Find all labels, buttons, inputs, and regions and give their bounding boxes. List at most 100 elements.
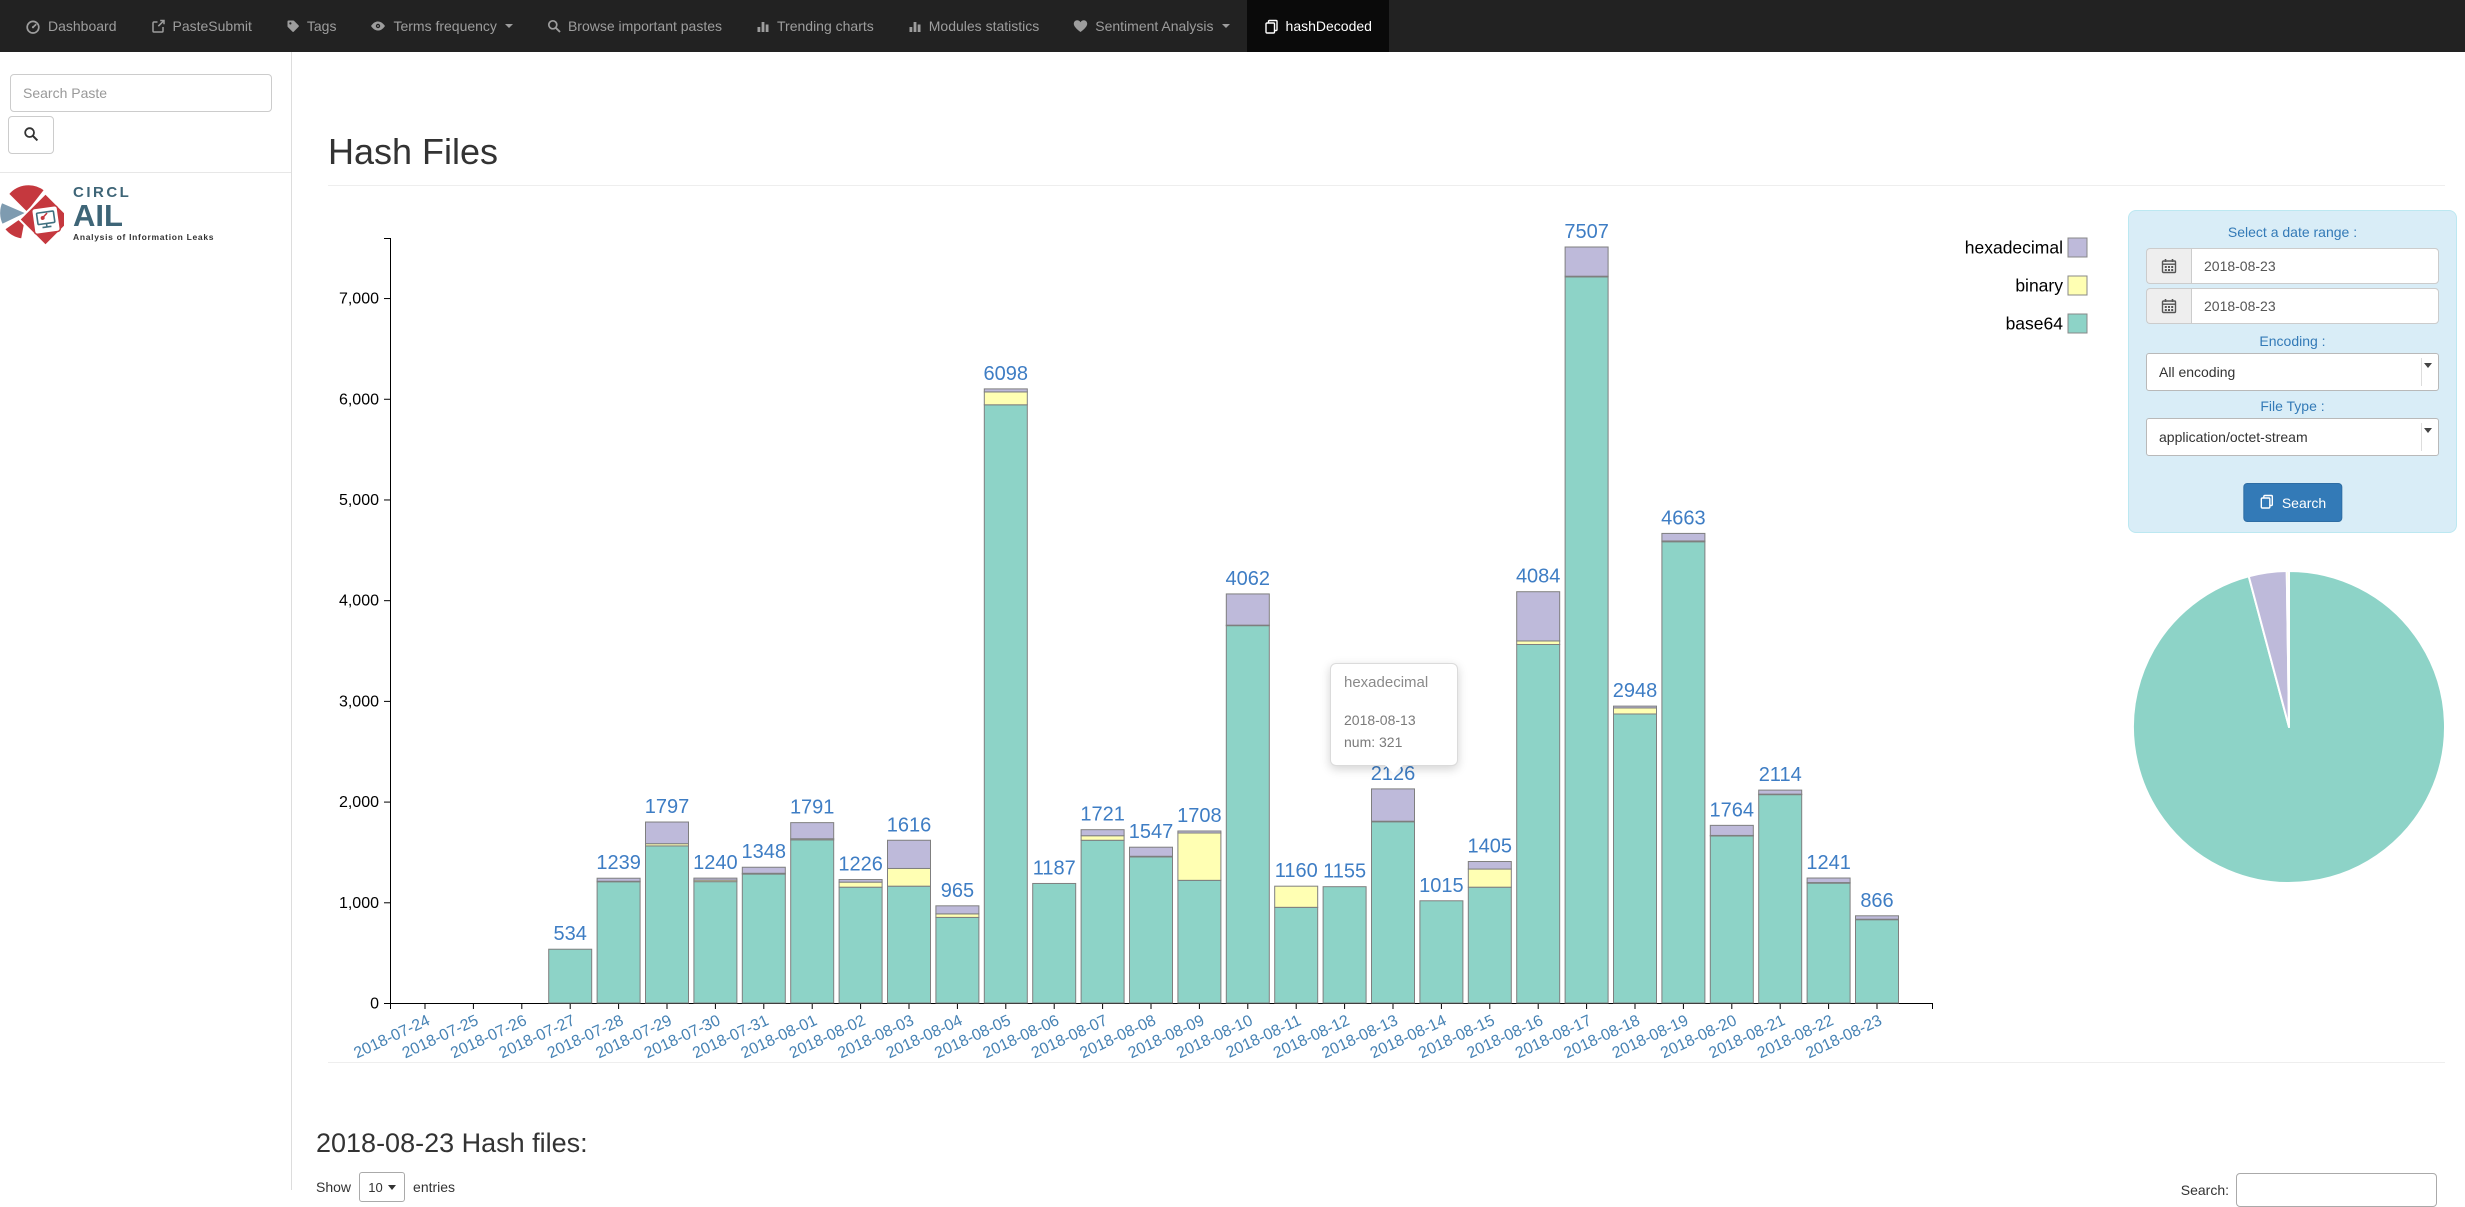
bar-segment-hexadecimal[interactable] [936, 906, 979, 914]
bar-segment-base64[interactable] [1807, 883, 1850, 1003]
bar-segment-binary[interactable] [1178, 833, 1221, 880]
legend-label-binary[interactable]: binary [2015, 276, 2063, 296]
legend-swatch-binary[interactable] [2068, 276, 2087, 295]
nav-item-trending-charts[interactable]: Trending charts [739, 0, 891, 52]
encoding-select[interactable]: All encoding [2146, 353, 2439, 391]
bar-segment-binary[interactable] [888, 868, 931, 886]
date-from-input[interactable] [2191, 248, 2439, 284]
nav-item-hashdecoded[interactable]: hashDecoded [1247, 0, 1389, 52]
bar-segment-base64[interactable] [1420, 901, 1463, 1003]
page-size-value: 10 [368, 1180, 382, 1195]
bar-segment-base64[interactable] [1710, 836, 1753, 1003]
bar-segment-base64[interactable] [597, 882, 640, 1003]
legend-swatch-base64[interactable] [2068, 314, 2087, 333]
nav-item-tags[interactable]: Tags [269, 0, 354, 52]
bar-segment-base64[interactable] [742, 874, 785, 1003]
nav-item-sentiment-analysis[interactable]: Sentiment Analysis [1056, 0, 1246, 52]
bar-segment-base64[interactable] [1856, 919, 1899, 1003]
bar-segment-base64[interactable] [1081, 840, 1124, 1003]
bar-segment-hexadecimal[interactable] [1468, 862, 1511, 870]
bar-segment-hexadecimal[interactable] [1614, 706, 1657, 708]
bar-segment-hexadecimal[interactable] [984, 389, 1027, 392]
table-search-input[interactable] [2236, 1173, 2437, 1207]
bar-segment-hexadecimal[interactable] [1807, 878, 1850, 883]
bar-segment-hexadecimal[interactable] [1178, 831, 1221, 833]
bar-segment-hexadecimal[interactable] [791, 823, 834, 839]
ail-logo[interactable]: CIRCL AIL Analysis of Information Leaks [0, 176, 214, 257]
bar-segment-base64[interactable] [1759, 795, 1802, 1003]
bar-segment-base64[interactable] [549, 949, 592, 1003]
bar-segment-base64[interactable] [1130, 857, 1173, 1003]
nav-item-modules-statistics[interactable]: Modules statistics [891, 0, 1056, 52]
nav-item-terms-frequency[interactable]: Terms frequency [353, 0, 529, 52]
bar-segment-base64[interactable] [1468, 887, 1511, 1003]
bar-segment-binary[interactable] [1275, 886, 1318, 907]
bar-segment-hexadecimal[interactable] [694, 878, 737, 880]
bar-segment-hexadecimal[interactable] [1372, 789, 1415, 821]
bar-segment-base64[interactable] [1226, 625, 1269, 1003]
bar-total-label: 1791 [790, 797, 835, 819]
bar-total-label: 1616 [887, 814, 932, 836]
bar-segment-base64[interactable] [1275, 907, 1318, 1003]
bar-segment-binary[interactable] [1614, 708, 1657, 714]
bar-total-label: 1241 [1806, 852, 1851, 874]
bar-segment-base64[interactable] [1372, 822, 1415, 1003]
file-type-label: File Type : [2129, 398, 2456, 414]
bar-segment-base64[interactable] [694, 882, 737, 1003]
bar-segment-hexadecimal[interactable] [1226, 594, 1269, 625]
bar-segment-binary[interactable] [1081, 836, 1124, 841]
legend-swatch-hexadecimal[interactable] [2068, 238, 2087, 257]
bar-total-label: 534 [554, 923, 587, 945]
nav-item-pastesubmit[interactable]: PasteSubmit [134, 0, 269, 52]
bar-segment-base64[interactable] [1178, 880, 1221, 1003]
bar-segment-hexadecimal[interactable] [839, 880, 882, 883]
tooltip-arrow [1385, 765, 1403, 774]
bar-segment-base64[interactable] [888, 886, 931, 1003]
x-axis [391, 1004, 1933, 1010]
page-size-select[interactable]: 10 [359, 1172, 405, 1202]
bar-segment-base64[interactable] [936, 917, 979, 1003]
bar-segment-base64[interactable] [646, 846, 689, 1003]
bar-segment-base64[interactable] [1517, 644, 1560, 1003]
bar-segment-hexadecimal[interactable] [1517, 592, 1560, 641]
bar-segment-hexadecimal[interactable] [1710, 825, 1753, 835]
bar-segment-base64[interactable] [1662, 542, 1705, 1003]
bar-segment-binary[interactable] [984, 392, 1027, 405]
nav-item-browse-important-pastes[interactable]: Browse important pastes [530, 0, 739, 52]
nav-item-dashboard[interactable]: Dashboard [8, 0, 134, 52]
bar-segment-base64[interactable] [984, 405, 1027, 1003]
legend-label-hexadecimal[interactable]: hexadecimal [1965, 238, 2063, 258]
bar-segment-hexadecimal[interactable] [742, 867, 785, 873]
page-title: Hash Files [328, 132, 498, 172]
bar-segment-hexadecimal[interactable] [597, 878, 640, 881]
bar-segment-hexadecimal[interactable] [1130, 847, 1173, 856]
bar-segment-hexadecimal[interactable] [1759, 790, 1802, 794]
bar-segment-base64[interactable] [839, 887, 882, 1003]
bar-total-label: 1348 [742, 841, 787, 863]
file-type-select[interactable]: application/octet-stream [2146, 418, 2439, 456]
bar-segment-base64[interactable] [1614, 714, 1657, 1003]
bar-segment-base64[interactable] [1565, 277, 1608, 1003]
bar-segment-base64[interactable] [1033, 883, 1076, 1003]
dashboard-icon [25, 19, 41, 34]
panel-search-button[interactable]: Search [2243, 483, 2342, 522]
sidebar-search-button[interactable] [8, 116, 54, 154]
bar-segment-base64[interactable] [1323, 887, 1366, 1003]
bar-segment-binary[interactable] [839, 882, 882, 887]
bar-segment-base64[interactable] [791, 840, 834, 1003]
bar-total-label: 6098 [984, 363, 1029, 385]
bar-segment-binary[interactable] [1468, 869, 1511, 887]
bar-segment-binary[interactable] [1517, 641, 1560, 645]
bar-segment-hexadecimal[interactable] [888, 840, 931, 868]
search-paste-input[interactable] [10, 74, 272, 112]
legend-label-base64[interactable]: base64 [2006, 314, 2064, 334]
date-to-input[interactable] [2191, 288, 2439, 324]
bar-segment-hexadecimal[interactable] [1081, 830, 1124, 836]
search-icon [23, 126, 39, 145]
bar-segment-binary[interactable] [936, 914, 979, 918]
bar-segment-hexadecimal[interactable] [646, 822, 689, 844]
bar-segment-hexadecimal[interactable] [1856, 916, 1899, 919]
bar-segment-hexadecimal[interactable] [1565, 247, 1608, 276]
bar-segment-hexadecimal[interactable] [1662, 533, 1705, 541]
